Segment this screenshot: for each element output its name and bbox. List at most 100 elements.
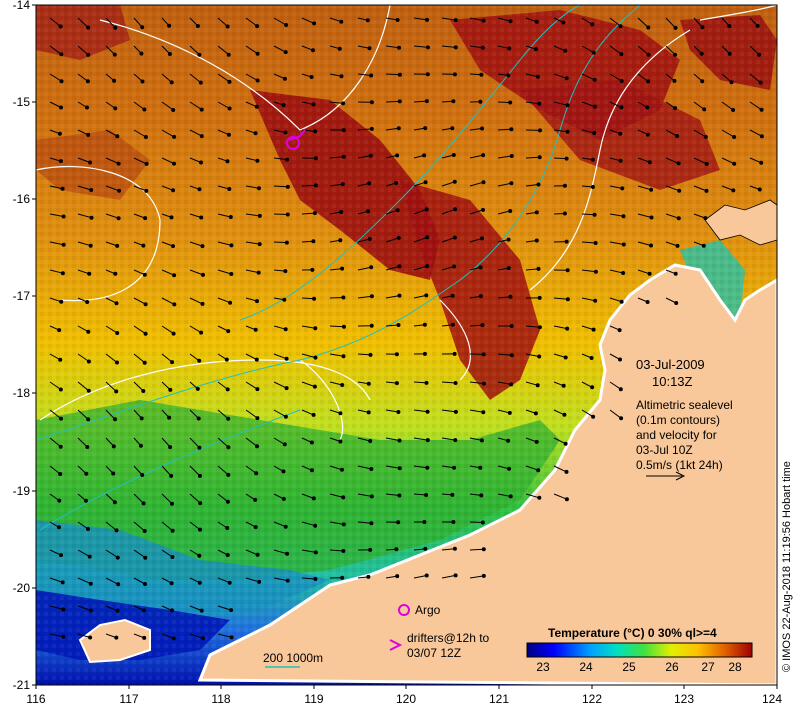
velocity-arrow bbox=[161, 353, 173, 363]
velocity-arrow bbox=[133, 297, 146, 305]
velocity-arrow-head bbox=[592, 212, 597, 217]
velocity-arrow bbox=[469, 381, 484, 385]
dampier-land bbox=[78, 618, 151, 664]
velocity-arrow-head bbox=[254, 471, 259, 476]
velocity-arrow bbox=[273, 353, 287, 360]
velocity-arrow bbox=[665, 213, 679, 219]
velocity-arrow-head bbox=[58, 472, 63, 476]
velocity-arrow-head bbox=[339, 19, 344, 24]
velocity-arrow-head bbox=[228, 300, 233, 305]
velocity-arrow-head bbox=[143, 216, 148, 221]
velocity-arrow-head bbox=[141, 243, 146, 248]
velocity-arrow-head bbox=[167, 52, 172, 56]
velocity-arrow bbox=[749, 45, 760, 56]
velocity-arrow-head bbox=[451, 153, 456, 157]
velocity-arrow-head bbox=[368, 352, 373, 357]
velocity-arrow bbox=[217, 269, 232, 275]
velocity-arrow bbox=[497, 409, 510, 414]
velocity-arrow-head bbox=[481, 207, 485, 212]
velocity-arrow-head bbox=[253, 131, 258, 136]
velocity-arrow-head bbox=[395, 208, 400, 213]
velocity-arrow bbox=[497, 17, 511, 22]
velocity-arrow-head bbox=[255, 552, 260, 557]
velocity-arrow-head bbox=[396, 323, 401, 327]
velocity-arrow-head bbox=[394, 547, 399, 552]
velocity-arrow-head bbox=[226, 445, 231, 450]
velocity-arrow-head bbox=[453, 381, 458, 385]
velocity-arrow-head bbox=[338, 238, 343, 243]
velocity-arrow-head bbox=[591, 327, 596, 332]
drifters-line: drifters@12h to bbox=[407, 631, 490, 645]
velocity-arrow bbox=[301, 184, 316, 187]
velocity-arrow-head bbox=[255, 51, 260, 56]
velocity-arrow-head bbox=[168, 387, 173, 392]
velocity-arrow-head bbox=[704, 161, 709, 166]
velocity-arrow-head bbox=[507, 466, 512, 471]
velocity-arrow-head bbox=[112, 78, 117, 83]
velocity-arrow-head bbox=[253, 327, 258, 332]
velocity-arrow-head bbox=[759, 160, 764, 165]
velocity-arrow bbox=[77, 185, 92, 191]
velocity-arrow bbox=[273, 241, 287, 244]
velocity-arrow-head bbox=[59, 553, 63, 558]
velocity-arrow bbox=[413, 493, 427, 496]
velocity-arrow-head bbox=[425, 438, 430, 443]
altimetry-line: 0.5m/s (1kt 24h) bbox=[636, 458, 723, 472]
velocity-arrow bbox=[497, 296, 511, 299]
velocity-arrow-head bbox=[564, 497, 569, 502]
velocity-arrow-head bbox=[253, 525, 258, 530]
velocity-arrow bbox=[49, 241, 64, 246]
velocity-arrow-head bbox=[89, 215, 94, 220]
velocity-arrow bbox=[133, 549, 146, 559]
velocity-arrow bbox=[553, 73, 567, 79]
velocity-arrow-head bbox=[311, 496, 316, 501]
velocity-arrow-head bbox=[340, 467, 344, 472]
velocity-arrow bbox=[329, 549, 344, 552]
velocity-arrow-head bbox=[169, 80, 174, 85]
velocity-arrow-head bbox=[115, 331, 120, 335]
velocity-arrow-head bbox=[453, 438, 458, 443]
velocity-arrow-head bbox=[564, 76, 569, 81]
velocity-arrow bbox=[217, 493, 229, 503]
lon-tick-label: 124 bbox=[761, 692, 783, 706]
velocity-arrow-head bbox=[337, 46, 342, 51]
velocity-arrow bbox=[469, 128, 483, 131]
velocity-arrow-head bbox=[452, 264, 457, 269]
velocity-arrow bbox=[441, 181, 455, 187]
velocity-arrow-head bbox=[58, 357, 63, 362]
velocity-arrow-head bbox=[197, 445, 202, 450]
velocity-arrow-head bbox=[283, 50, 288, 55]
velocity-arrow-head bbox=[677, 188, 682, 193]
velocity-arrow-head bbox=[113, 106, 118, 111]
velocity-arrow bbox=[385, 265, 400, 271]
velocity-arrow-head bbox=[534, 238, 539, 243]
velocity-arrow-head bbox=[112, 52, 117, 57]
velocity-arrow-head bbox=[481, 547, 486, 552]
velocity-arrow bbox=[133, 493, 144, 504]
velocity-arrow-head bbox=[227, 580, 232, 585]
velocity-arrow bbox=[469, 154, 484, 159]
velocity-arrow bbox=[609, 297, 622, 303]
velocity-arrow-head bbox=[508, 19, 513, 24]
velocity-arrow-head bbox=[226, 472, 231, 477]
velocity-arrow-head bbox=[284, 386, 289, 391]
velocity-arrow-head bbox=[340, 266, 345, 271]
velocity-arrow bbox=[525, 184, 539, 187]
velocity-arrow bbox=[245, 185, 260, 189]
velocity-arrow-head bbox=[144, 161, 149, 166]
velocity-arrow-head bbox=[450, 322, 455, 327]
velocity-arrow-head bbox=[508, 494, 513, 499]
velocity-arrow-head bbox=[534, 210, 539, 215]
velocity-arrow-head bbox=[509, 127, 514, 132]
velocity-arrow-head bbox=[481, 153, 486, 158]
velocity-arrow bbox=[189, 437, 200, 449]
velocity-arrow bbox=[525, 353, 540, 357]
velocity-arrow bbox=[189, 129, 203, 137]
velocity-arrow bbox=[665, 157, 679, 164]
velocity-arrow-head bbox=[703, 216, 708, 221]
velocity-arrow bbox=[217, 633, 232, 638]
velocity-arrow-head bbox=[285, 551, 290, 556]
velocity-arrow bbox=[77, 549, 90, 558]
